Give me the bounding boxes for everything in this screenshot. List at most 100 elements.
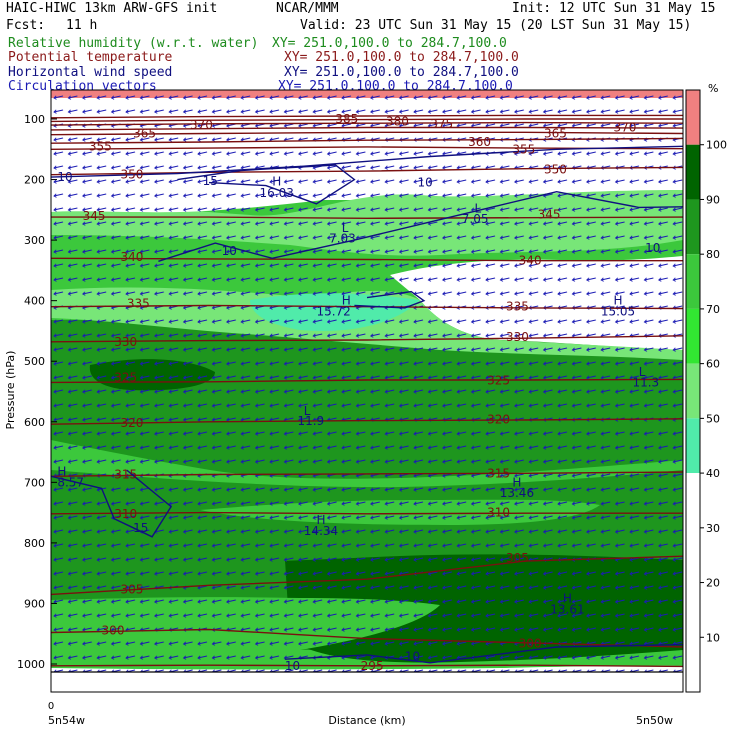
theta-label: 320 [487, 412, 510, 426]
theta-label: 360 [468, 135, 491, 149]
colorbar-segment [686, 582, 700, 638]
wind-contour-10-2 [158, 190, 683, 262]
extremum-label: L [639, 365, 646, 379]
colorbar-tick-label: 40 [706, 467, 720, 480]
field-xy-rh: XY= 251.0,100.0 to 284.7,100.0 [272, 36, 507, 51]
theta-contour-315 [51, 471, 683, 477]
theta-label: 335 [127, 297, 150, 311]
extremum-label: H [342, 294, 351, 308]
theta-label: 345 [83, 209, 106, 223]
colorbar-tick-label: 30 [706, 522, 720, 535]
theta-label: 385 [335, 112, 358, 126]
theta-label: 310 [487, 506, 510, 520]
y-axis: 100 200 300 400 500 600 700 800 900 1000 [17, 113, 57, 671]
plot-area: 355 350 345 340 335 330 325 320 315 310 305 300 370 3… [51, 90, 683, 692]
theta-label: 340 [519, 254, 542, 268]
wind-contour-10-5 [284, 643, 683, 664]
y-tick-label: 500 [24, 355, 45, 368]
extremum-label: 8.57 [57, 475, 84, 489]
wind-contour-15-1 [177, 164, 356, 205]
extremum-label: 7.05 [462, 212, 489, 226]
theta-label: 375 [430, 117, 453, 131]
colorbar-segment [686, 144, 700, 200]
field-name-vectors: Circulation vectors [8, 80, 157, 90]
extremum-label: H [563, 592, 572, 606]
colorbar-tick-label: 100 [706, 139, 727, 152]
theta-label: 330 [506, 330, 529, 344]
extremum-label: H [272, 174, 281, 188]
wind-label: 15 [203, 174, 218, 188]
theta-contour-375 [51, 121, 683, 126]
theta-label: 330 [114, 335, 137, 349]
wind-label: 15 [133, 521, 148, 535]
theta-label: 370 [613, 120, 636, 134]
theta-label: 355 [512, 142, 535, 156]
theta-label: 315 [487, 466, 510, 480]
extremum-label: L [304, 404, 311, 418]
theta-contour-325 [51, 378, 683, 384]
field-xy-vectors: XY= 251.0,100.0 to 284.7,100.0 [278, 80, 513, 90]
theta-label: 380 [386, 114, 409, 128]
wind-label: 10 [222, 244, 237, 258]
theta-contour-330 [51, 335, 683, 343]
colorbar-segment [686, 527, 700, 583]
theta-label: 365 [133, 127, 156, 141]
theta-contour-300 [51, 628, 683, 648]
wind-contour-10-4 [51, 469, 173, 538]
extremum-label: H [512, 475, 521, 489]
x-axis-title: Distance (km) [328, 714, 405, 727]
theta-label: 365 [544, 127, 567, 141]
theta-contour-295 [51, 664, 683, 668]
colorbar-tick-label: 60 [706, 358, 720, 371]
extremum-label: 7.03 [329, 231, 356, 245]
y-tick-label: 900 [24, 597, 45, 610]
colorbar-tick-label: 50 [706, 412, 720, 425]
theta-label: 300 [519, 636, 542, 650]
theta-label: 325 [487, 374, 510, 388]
colorbar: % 100 90 80 70 60 50 40 30 20 10 [685, 82, 727, 693]
extremum-label: H [613, 294, 622, 308]
theta-contour-310 [51, 511, 683, 515]
wind-contour-10-0 [51, 145, 683, 178]
theta-label: 310 [114, 507, 137, 521]
theta-label: 325 [114, 371, 137, 385]
colorbar-tick-label: 90 [706, 193, 720, 206]
colorbar-segment [686, 637, 700, 692]
theta-label: 305 [506, 551, 529, 565]
extremum-label: L [342, 221, 349, 235]
theta-contour-380 [51, 118, 683, 123]
theta-label: 370 [190, 118, 213, 132]
theta-label: 305 [121, 583, 144, 597]
wind-label: 10 [405, 650, 420, 664]
y-tick-label: 1000 [17, 658, 45, 671]
plot-frame [50, 89, 684, 693]
field-name-rh: Relative humidity (w.r.t. water) [8, 36, 259, 51]
theta-contour-360 [51, 137, 683, 144]
field-xy-theta: XY= 251.0,100.0 to 284.7,100.0 [284, 50, 519, 65]
theta-label: 350 [121, 168, 144, 182]
theta-contour-340 [51, 257, 683, 262]
contour-labels: 355 350 345 340 335 330 325 320 315 310 305 300 370 3… [57, 112, 660, 673]
wind-label: 10 [285, 659, 300, 673]
wind-label: 10 [645, 241, 660, 255]
extremum-label: H [316, 513, 325, 527]
y-tick-label: 800 [24, 537, 45, 550]
wind-contour-10-3 [354, 290, 426, 309]
y-tick-label: 200 [24, 174, 45, 187]
extremum-label: 11.9 [297, 414, 324, 428]
y-tick-label: 100 [24, 113, 45, 126]
extremum-label: 16.03 [260, 186, 294, 200]
theta-label: 300 [102, 624, 125, 638]
colorbar-unit: % [708, 82, 718, 95]
x-start-location: 5n54w [48, 714, 85, 727]
model-title: HAIC-HIWC 13km ARW-GFS init [6, 1, 218, 16]
wind-speed-contours [51, 145, 683, 664]
x-end-location: 5n50w [636, 714, 673, 727]
center-label: NCAR/MMM [276, 1, 339, 16]
colorbar-segment [686, 473, 700, 528]
theta-label: 295 [361, 659, 384, 673]
extremum-label: 15.05 [601, 305, 635, 319]
colorbar-tick-label: 70 [706, 303, 720, 316]
y-axis-title: Pressure (hPa) [4, 351, 17, 430]
